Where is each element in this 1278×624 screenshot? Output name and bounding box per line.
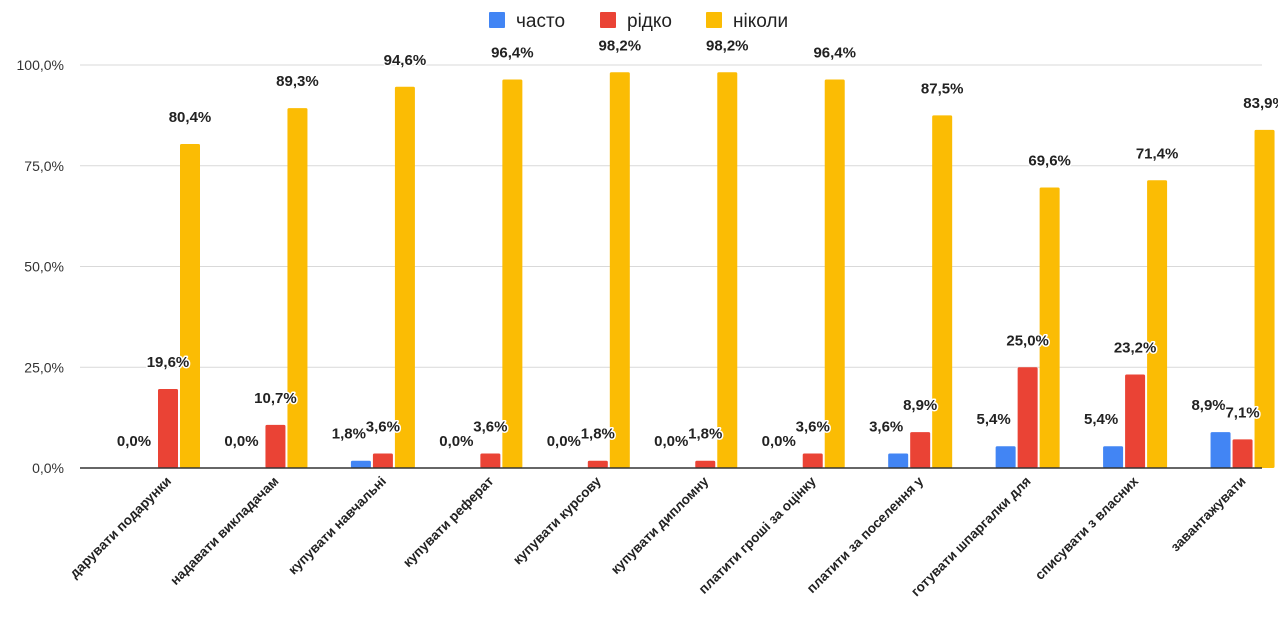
bar-never: [717, 72, 738, 468]
data-label: 23,2%: [1114, 340, 1157, 357]
legend-swatch: [600, 12, 616, 28]
bar-rarely: [1017, 367, 1038, 468]
data-label: 25,0%: [1006, 332, 1049, 349]
y-tick-label: 25,0%: [24, 359, 64, 375]
data-label: 0,0%: [439, 433, 473, 450]
data-label: 94,6%: [384, 52, 427, 69]
data-label: 0,0%: [547, 433, 581, 450]
legend-swatch: [706, 12, 722, 28]
bar-never: [1039, 187, 1060, 468]
data-label: 10,7%: [254, 390, 297, 407]
chart-gridlines: [80, 64, 1262, 368]
data-label: 69,6%: [1028, 153, 1071, 170]
data-labels: 0,0%19,6%80,4%0,0%10,7%89,3%1,8% 3,6%94,6…: [115, 36, 1278, 452]
data-label: 0,0%: [224, 433, 258, 450]
bar-rarely: [265, 424, 286, 468]
bar-often: [1103, 446, 1124, 468]
data-label: 3,6%: [796, 418, 830, 435]
bar-rarely: [587, 460, 608, 468]
data-label: 98,2%: [599, 37, 642, 54]
bar-never: [824, 79, 845, 469]
bar-rarely: [372, 453, 393, 468]
x-tick-label: купувати навчальні: [285, 474, 389, 578]
data-label: 1,8%: [581, 426, 615, 443]
legend-label: ніколи: [733, 11, 788, 32]
chart-legend: часто рідко ніколи: [489, 11, 788, 32]
data-label: 1,8%: [688, 426, 722, 443]
bar-rarely: [1125, 374, 1146, 468]
data-label: 1,8%: [332, 426, 366, 443]
x-tick-label: платити гроші за оцінку: [696, 473, 820, 597]
data-label: 0,0%: [117, 433, 151, 450]
legend-label: рідко: [627, 11, 672, 32]
y-tick-label: 75,0%: [24, 158, 64, 174]
legend-label: часто: [516, 11, 565, 32]
data-label: 98,2%: [706, 37, 749, 54]
bar-never: [1147, 180, 1168, 468]
bar-often: [888, 453, 909, 468]
bar-often: [350, 460, 371, 468]
data-label: 0,0%: [654, 433, 688, 450]
data-label: 5,4%: [1084, 411, 1118, 428]
bar-never: [502, 79, 523, 469]
bar-rarely: [480, 453, 501, 468]
bar-rarely: [695, 460, 716, 468]
x-tick-label: купувати курсову: [510, 473, 604, 567]
bar-rarely: [158, 389, 178, 468]
data-label: 8,9%: [1191, 397, 1225, 414]
bar-often: [995, 446, 1016, 468]
x-tick-label: платити за поселення у: [804, 473, 927, 596]
bar-never: [287, 108, 308, 468]
data-label: 19,6%: [147, 354, 190, 371]
x-tick-label: завантажувати: [1168, 474, 1249, 555]
data-label: 3,6%: [473, 418, 507, 435]
chart-bars: [158, 72, 1275, 469]
bar-never: [609, 72, 630, 468]
data-label: 96,4%: [491, 45, 534, 62]
data-label: 80,4%: [169, 109, 212, 126]
bar-rarely: [910, 432, 931, 468]
data-label: 71,4%: [1136, 145, 1179, 162]
bar-rarely: [1232, 439, 1253, 468]
x-tick-label: купувати дипломну: [608, 473, 712, 577]
bar-never: [394, 86, 415, 469]
x-tick-label: купувати реферат: [400, 473, 497, 570]
y-axis: 0,0% 25,0% 50,0% 75,0% 100,0%: [17, 57, 64, 476]
data-label: 96,4%: [813, 45, 856, 62]
x-tick-label: дарувати подарунки: [67, 474, 175, 582]
x-tick-label: надавати викладачам: [167, 474, 281, 588]
data-label: 7,1%: [1225, 404, 1259, 421]
y-tick-label: 0,0%: [32, 460, 64, 476]
y-tick-label: 50,0%: [24, 259, 64, 275]
data-label: 3,6%: [869, 418, 903, 435]
bar-never: [932, 115, 953, 468]
legend-swatch: [489, 12, 505, 28]
data-label: 3,6%: [366, 418, 400, 435]
bar-often: [1210, 432, 1231, 468]
data-label: 5,4%: [977, 411, 1011, 428]
data-label: 0,0%: [762, 433, 796, 450]
bar-rarely: [802, 453, 823, 468]
bar-never: [180, 143, 200, 468]
x-tick-label: готувати шпаргалки для: [908, 474, 1034, 600]
data-label: 83,9%: [1243, 95, 1278, 112]
y-tick-label: 100,0%: [17, 57, 64, 73]
bar-never: [1254, 129, 1275, 468]
data-label: 87,5%: [921, 80, 964, 97]
data-label: 8,9%: [903, 397, 937, 414]
data-label: 89,3%: [276, 73, 319, 90]
x-tick-label: списувати з власних: [1032, 473, 1142, 583]
